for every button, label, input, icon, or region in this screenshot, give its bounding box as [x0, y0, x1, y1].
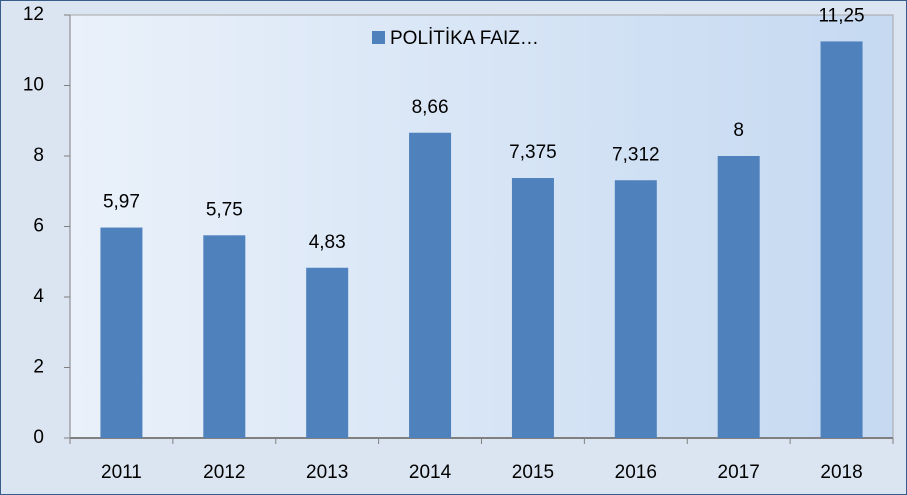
y-tick-label: 4: [33, 286, 44, 307]
y-tick-label: 10: [23, 75, 44, 96]
x-tick-label: 2017: [718, 462, 760, 483]
x-tick-label: 2011: [101, 462, 142, 483]
bar: [100, 227, 143, 438]
data-label: 5,75: [206, 199, 243, 220]
y-tick-label: 2: [33, 357, 44, 378]
x-tick-label: 2013: [306, 462, 348, 483]
bar: [203, 235, 246, 438]
bar: [409, 132, 452, 439]
x-tick-label: 2015: [512, 462, 554, 483]
y-tick-label: 8: [33, 145, 44, 166]
data-label: 7,312: [612, 144, 660, 165]
legend-label: POLİTİKA FAIZ…: [390, 28, 539, 49]
y-tick-label: 12: [23, 4, 44, 25]
data-label: 8: [733, 120, 744, 141]
bar: [717, 156, 760, 438]
x-tick-label: 2016: [615, 462, 657, 483]
y-tick-label: 0: [33, 427, 44, 448]
data-label: 4,83: [309, 232, 346, 253]
legend-swatch: [372, 31, 385, 44]
data-label: 11,25: [818, 5, 864, 26]
bar: [820, 41, 863, 438]
data-label: 5,97: [103, 192, 140, 213]
bar: [511, 178, 554, 438]
x-tick-label: 2018: [820, 462, 862, 483]
data-label: 7,375: [509, 142, 557, 163]
x-tick-label: 2014: [409, 462, 452, 483]
y-tick-label: 6: [33, 216, 44, 237]
bar: [306, 267, 349, 438]
plot-area: [69, 14, 894, 439]
x-tick-label: 2012: [203, 462, 245, 483]
bar: [614, 180, 657, 438]
data-label: 8,66: [412, 97, 449, 118]
